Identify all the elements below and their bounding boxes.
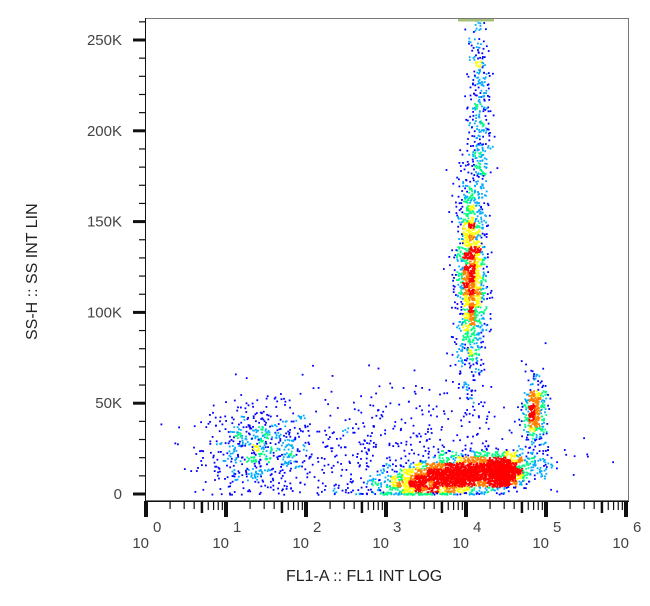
- x-tick-exponent: 6: [633, 519, 641, 536]
- x-tick-base: 10: [612, 535, 629, 552]
- y-tick-label: 50K: [95, 395, 122, 412]
- x-tick-exponent: 5: [553, 519, 561, 536]
- x-tick-base: 10: [292, 535, 309, 552]
- y-tick-label: 250K: [87, 32, 122, 49]
- x-tick-exponent: 1: [233, 519, 241, 536]
- x-tick-exponent: 2: [313, 519, 321, 536]
- y-tick-label: 100K: [87, 304, 122, 321]
- x-axis-title: FL1-A :: FL1 INT LOG: [286, 568, 443, 585]
- x-tick-base: 10: [212, 535, 229, 552]
- y-axis-title: SS-H :: SS INT LIN: [24, 203, 41, 340]
- y-tick-label: 150K: [87, 214, 122, 231]
- x-tick-base: 10: [132, 535, 149, 552]
- x-tick-base: 10: [532, 535, 549, 552]
- plot-frame: [145, 18, 629, 501]
- x-tick-exponent: 4: [473, 519, 481, 536]
- y-tick-label: 0: [114, 486, 122, 503]
- x-tick-exponent: 0: [153, 519, 161, 536]
- y-tick-label: 200K: [87, 123, 122, 140]
- data-points: [160, 19, 614, 496]
- x-tick-exponent: 3: [393, 519, 401, 536]
- x-tick-base: 10: [452, 535, 469, 552]
- y-axis: 0 50K 100K 150K 200K 250K: [87, 18, 146, 503]
- x-tick-base: 10: [372, 535, 389, 552]
